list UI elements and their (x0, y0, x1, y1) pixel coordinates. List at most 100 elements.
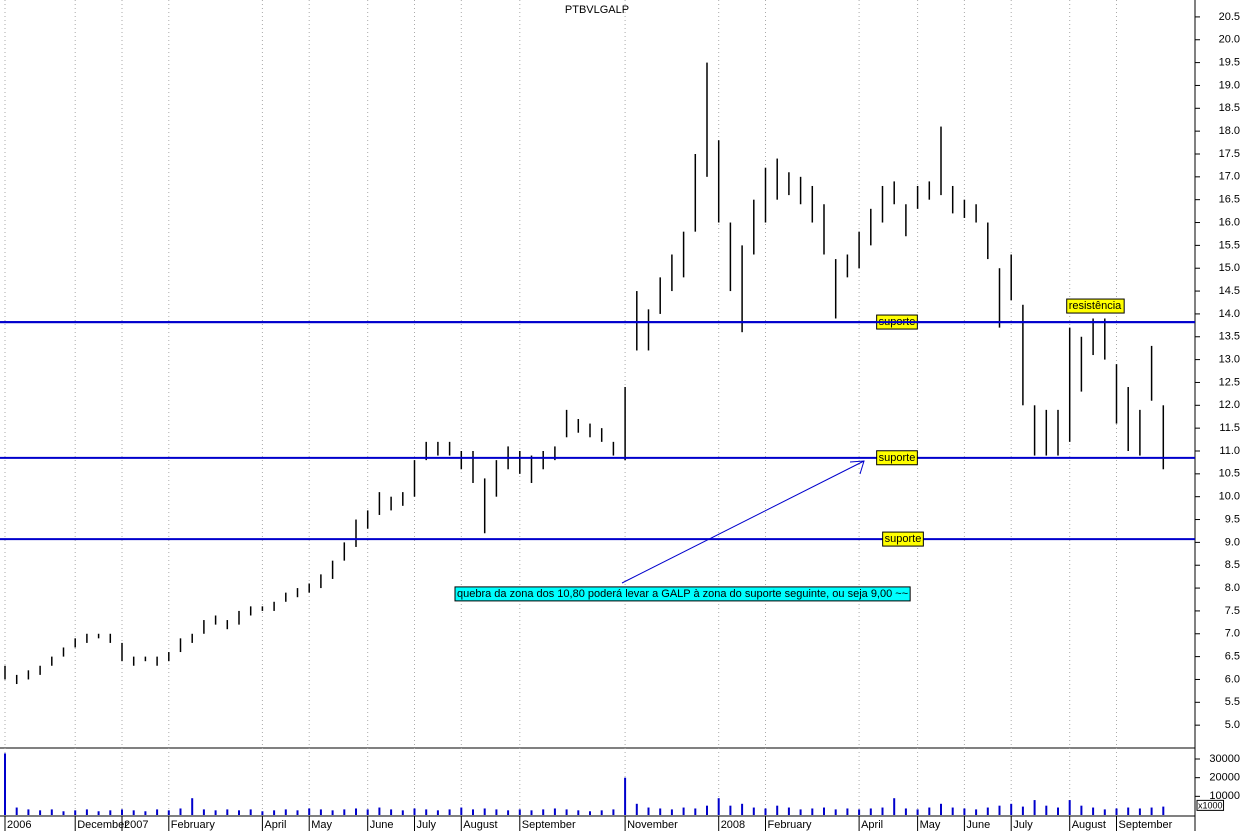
volume-bar (296, 810, 299, 815)
volume-bar (1138, 808, 1141, 815)
y-tick-label: 16.5 (1219, 194, 1240, 206)
volume-bar (319, 809, 322, 815)
volume-bar (1033, 800, 1036, 815)
y-tick-label: 6.0 (1225, 673, 1240, 685)
volume-bar (355, 808, 357, 815)
volume-bar (109, 810, 112, 815)
volume-bar (249, 809, 252, 815)
volume-bar (940, 803, 942, 815)
volume-bar (752, 807, 755, 815)
volume-bar (904, 808, 907, 815)
x-tick-label: 2008 (721, 819, 745, 831)
chart-title: PTBVLGALP (565, 4, 629, 16)
x-tick-label: August (463, 819, 497, 831)
volume-bar (589, 811, 591, 815)
volume-bar (401, 810, 404, 815)
x-tick-label: May (311, 819, 332, 831)
x-tick-label: August (1072, 819, 1106, 831)
volume-bar (483, 808, 486, 815)
volume-unit: x1000 (1198, 800, 1223, 810)
y-tick-label: 14.5 (1219, 285, 1240, 297)
volume-bar (986, 807, 989, 815)
y-tick-label: 15.0 (1219, 262, 1240, 274)
y-tick-label: 17.5 (1219, 148, 1240, 160)
volume-bar (413, 808, 416, 815)
y-tick-label: 6.5 (1225, 651, 1240, 663)
x-tick-label: May (920, 819, 941, 831)
volume-bar (1010, 803, 1013, 815)
volume-bar (975, 809, 978, 815)
volume-bar (238, 810, 240, 815)
unit-box (1196, 799, 1225, 811)
volume-bar (846, 808, 849, 815)
y-tick-label: 20.0 (1219, 34, 1240, 46)
y-tick-label: 5.0 (1225, 719, 1240, 731)
volume-bar (144, 811, 147, 815)
volume-bar (823, 807, 825, 815)
volume-bar (518, 809, 521, 815)
y-tick-label: 11.0 (1219, 445, 1240, 457)
volume-bar (390, 809, 393, 815)
annotation-arrowhead (849, 460, 865, 475)
y-tick-label: 18.0 (1219, 125, 1240, 137)
volume-bar (811, 808, 814, 815)
volume-bar (436, 810, 439, 815)
annotation-box (454, 586, 911, 602)
y-tick-label: 10.5 (1219, 468, 1240, 480)
x-tick-label: 2006 (7, 819, 31, 831)
volume-bar (1150, 807, 1153, 815)
volume-bar (366, 809, 369, 815)
volume-bar (15, 807, 18, 815)
x-tick-label: April (861, 819, 883, 831)
volume-bar (542, 809, 545, 815)
volume-bar (717, 798, 720, 815)
volume-bar (507, 810, 510, 815)
volume-bar (694, 808, 697, 815)
volume-bar (425, 809, 428, 815)
x-tick-label: June (370, 819, 394, 831)
volume-bar (998, 805, 1001, 815)
volume-bar (951, 807, 954, 815)
volume-bar (97, 811, 100, 815)
volume-bar (577, 810, 580, 815)
volume-bar (881, 807, 884, 815)
volume-bar (565, 809, 568, 815)
volume-bar (799, 809, 802, 815)
volume-bar (764, 808, 767, 815)
y-tick-label: 9.0 (1225, 536, 1240, 548)
volume-bar (741, 803, 744, 815)
volume-bar (331, 810, 334, 815)
level-label: suporte (879, 452, 916, 464)
volume-bar (27, 809, 30, 815)
volume-bar (121, 809, 123, 815)
volume-bar (343, 809, 346, 815)
y-tick-label: 11.5 (1219, 422, 1240, 434)
volume-bar (1092, 807, 1095, 815)
volume-bar (659, 808, 662, 815)
x-tick-label: September (1119, 819, 1173, 831)
volume-bar (132, 810, 135, 815)
volume-bar (928, 807, 931, 815)
level-label-box (876, 450, 918, 466)
volume-bar (1021, 806, 1024, 815)
volume-bar (273, 810, 276, 815)
volume-tick-label: 30000 (1209, 753, 1240, 765)
y-tick-label: 9.5 (1225, 513, 1240, 525)
y-tick-label: 13.5 (1219, 331, 1240, 343)
x-tick-label: June (966, 819, 990, 831)
volume-bar (682, 807, 685, 815)
x-tick-label: September (522, 819, 576, 831)
volume-bar (167, 810, 170, 815)
volume-bar (191, 798, 194, 815)
volume-bar (4, 753, 6, 815)
volume-bar (600, 810, 603, 815)
volume-bar (893, 798, 896, 815)
volume-bar (226, 809, 229, 815)
x-tick-label: April (264, 819, 286, 831)
level-label-box (1066, 298, 1125, 314)
volume-bar (1103, 809, 1106, 815)
volume-bar (156, 809, 159, 815)
y-tick-label: 5.5 (1225, 696, 1240, 708)
volume-bar (869, 808, 872, 815)
volume-bar (85, 809, 88, 815)
